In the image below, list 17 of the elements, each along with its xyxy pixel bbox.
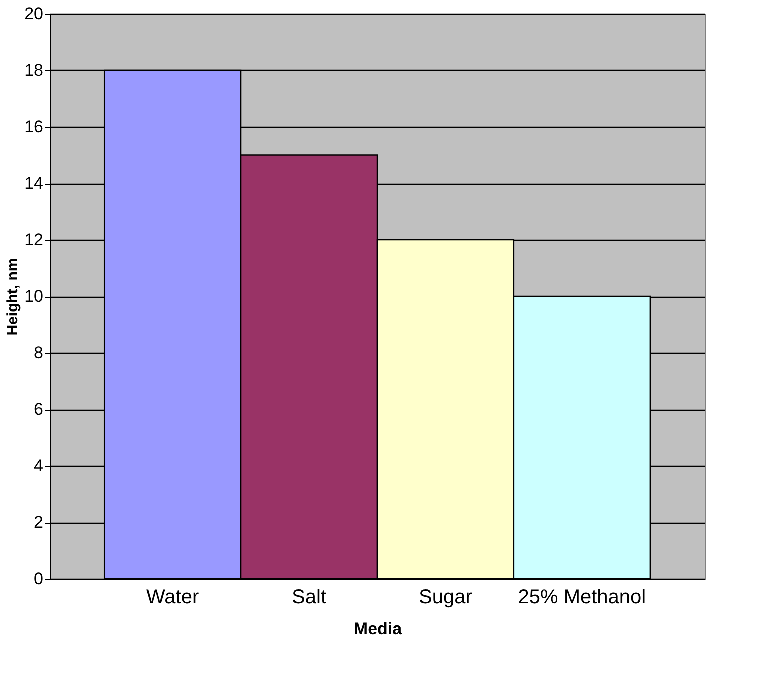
y-axis-title: Height, nm xyxy=(4,258,22,336)
y-tick-label: 8 xyxy=(34,344,44,362)
x-tick-label: Sugar xyxy=(419,586,473,608)
x-tick-label: Salt xyxy=(292,586,327,608)
y-tick-label: 20 xyxy=(24,4,44,24)
y-tick-label: 2 xyxy=(34,513,44,532)
x-tick-label: Water xyxy=(146,586,200,608)
x-tick-label: 25% Methanol xyxy=(518,586,646,608)
y-tick-label: 6 xyxy=(34,400,44,419)
y-tick-label: 18 xyxy=(24,61,44,80)
y-tick-label: 10 xyxy=(24,287,44,306)
y-tick-label: 16 xyxy=(24,118,44,136)
y-tick-label: 12 xyxy=(24,230,44,250)
y-tick-label: 0 xyxy=(34,570,44,588)
y-tick-label: 4 xyxy=(34,456,44,476)
x-axis-title: Media xyxy=(354,620,403,638)
y-tick-label: 14 xyxy=(24,174,44,193)
